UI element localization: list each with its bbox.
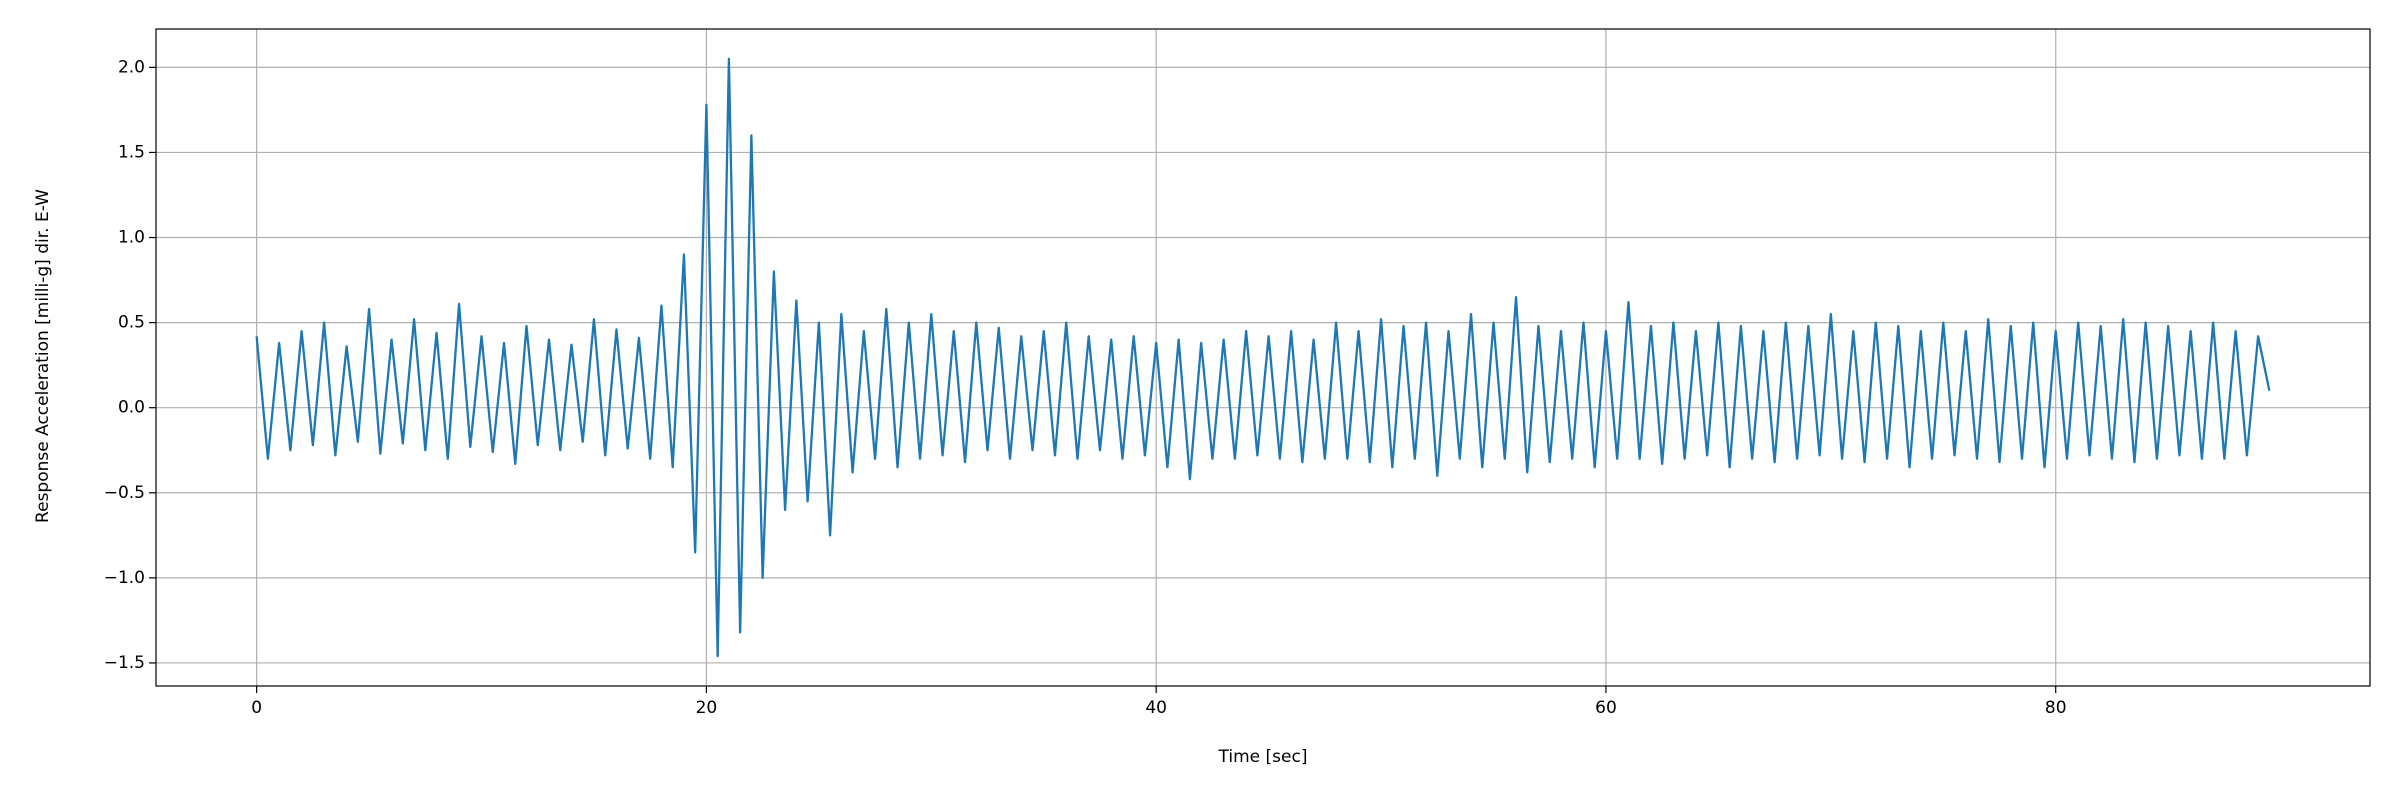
x-tick-label: 20 (696, 698, 718, 718)
y-tick-label: 0.5 (118, 313, 145, 333)
x-tick-label: 0 (251, 698, 262, 718)
x-tick-label: 40 (1145, 698, 1167, 718)
x-tick-label: 60 (1595, 698, 1617, 718)
signal-line (255, 57, 2271, 658)
y-tick-label: 0.0 (118, 398, 145, 418)
y-tick-label: 1.0 (118, 228, 145, 248)
y-tick-label: −1.0 (104, 568, 145, 588)
x-axis-label: Time [sec] (1218, 747, 1308, 767)
plot-frame (155, 28, 2371, 687)
y-tick-label: −1.5 (104, 653, 145, 673)
y-tick-label: 1.5 (118, 142, 145, 162)
y-tick-label: 2.0 (118, 57, 145, 77)
x-tick-label: 80 (2045, 698, 2067, 718)
y-axis-label: Response Acceleration [milli-g] dir. E-W (33, 189, 53, 523)
y-tick-label: −0.5 (104, 483, 145, 503)
